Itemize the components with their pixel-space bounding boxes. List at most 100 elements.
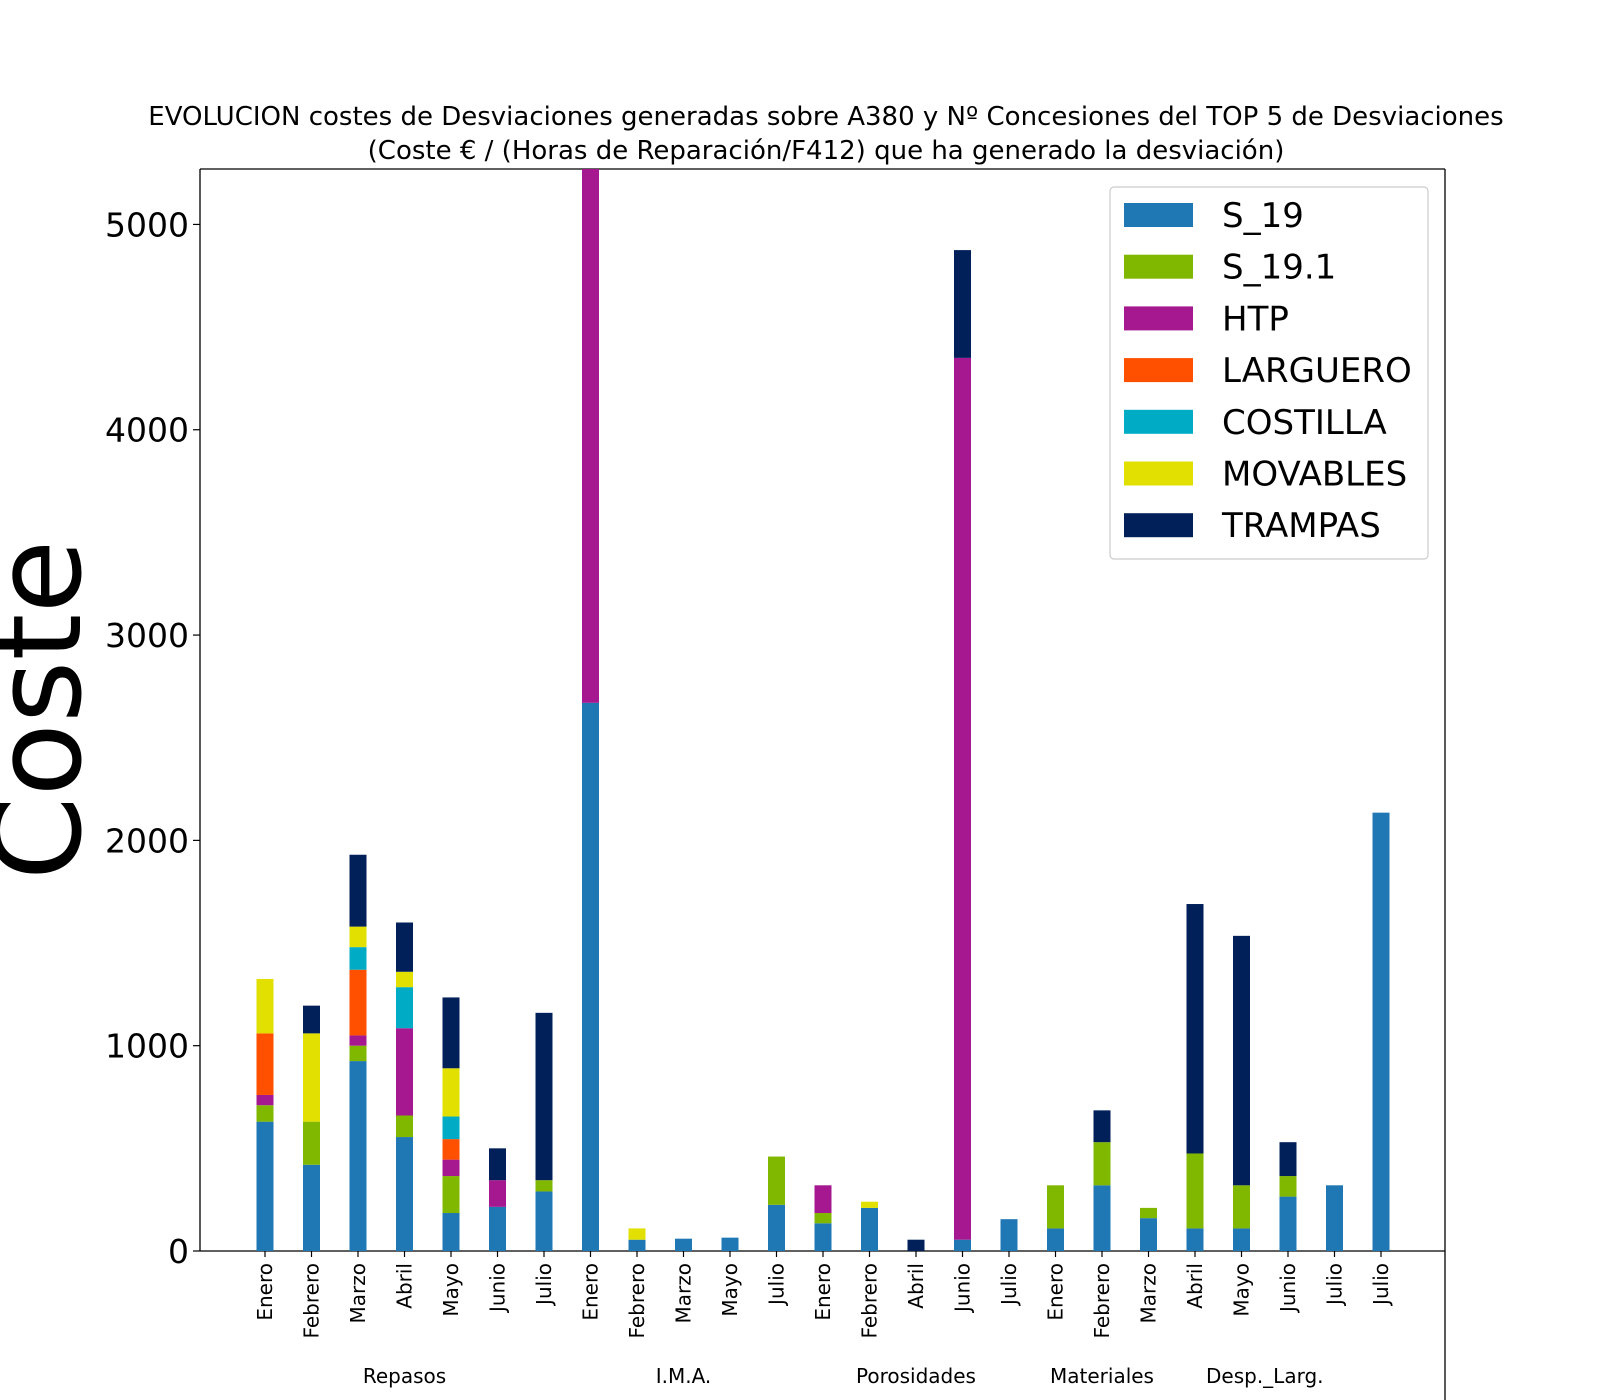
x-tick-label: Julio [532, 1263, 556, 1307]
series-larguero [256, 969, 460, 1160]
x-tick-label: Julio [997, 1263, 1021, 1307]
bar-segment [442, 1213, 460, 1251]
bar-segment [303, 1005, 320, 1034]
bar-segment [396, 971, 413, 988]
legend: S_19 S_19.1 HTP LARGUERO COSTILLA MOVABLES TRA… [1109, 186, 1429, 560]
group-label: I.M.A. [656, 1364, 712, 1388]
legend-swatch [1124, 513, 1193, 538]
series-trampas [303, 250, 1297, 1251]
x-tick-label: Mayo [439, 1263, 463, 1317]
x-tick-label: Julio [1323, 1263, 1347, 1307]
bar-segment [907, 1239, 925, 1251]
legend-swatch [1124, 254, 1193, 279]
series-s-19 [256, 702, 1390, 1251]
bar-segment [1047, 1228, 1064, 1251]
bar-segment [628, 1239, 646, 1251]
y-axis: 0 1000 2000 3000 4000 5000 [105, 205, 200, 1271]
bar-segment [535, 1191, 553, 1251]
x-tick-label: Febrero [858, 1263, 882, 1339]
x-tick-label: Febrero [625, 1263, 649, 1339]
bar-segment [1093, 1142, 1111, 1186]
y-axis-label: Coste [0, 540, 109, 881]
x-tick-label: Junio [486, 1263, 510, 1314]
legend-swatch [1124, 203, 1193, 227]
group-label: Desp._Larg. [1206, 1364, 1324, 1388]
bar-segment [954, 357, 971, 1240]
legend-label: COSTILLA [1222, 403, 1387, 443]
bar-segment [861, 1207, 878, 1251]
bar-segment [442, 1139, 460, 1160]
bar-segment [1093, 1110, 1111, 1143]
series-s-19-1 [256, 1045, 1297, 1229]
x-tick-label: Junio [951, 1263, 975, 1314]
y-tick-label: 4000 [105, 411, 189, 450]
bar-segment [535, 1180, 553, 1192]
bar-segment [861, 1201, 878, 1208]
x-tick-label: Enero [579, 1263, 603, 1321]
bar-segment [489, 1206, 506, 1251]
bar-segment [303, 1164, 320, 1251]
bar-segment [303, 1033, 320, 1122]
group-label: Materiales [1050, 1364, 1154, 1388]
x-tick-label: Febrero [300, 1263, 324, 1339]
bar-segment [1326, 1185, 1343, 1251]
bar-segment [535, 1012, 553, 1181]
series-costilla [349, 947, 460, 1140]
x-tick-label: Mayo [718, 1263, 742, 1317]
bar-segment [396, 1028, 413, 1116]
x-tick-label: Febrero [1090, 1263, 1114, 1339]
bar-segment [442, 1116, 460, 1140]
x-tick-label: Marzo [1137, 1263, 1161, 1323]
bar-segment [675, 1238, 692, 1251]
chart-title-line-2: (Coste € / (Horas de Reparación/F412) qu… [368, 136, 1285, 166]
legend-swatch [1124, 409, 1193, 434]
bar-segment [814, 1185, 832, 1214]
bar-segment [303, 1121, 320, 1165]
bar-segment [1233, 1185, 1250, 1229]
legend-label: S_19.1 [1222, 248, 1336, 288]
bar-segment [1186, 904, 1204, 1154]
bar-segment [396, 1137, 413, 1251]
legend-swatch [1124, 306, 1193, 331]
bar-segment [396, 1115, 413, 1138]
bar-segment [1279, 1196, 1297, 1251]
bar-segment [954, 250, 971, 358]
bar-segment [1233, 1228, 1250, 1251]
bar-segment [582, 702, 599, 1251]
y-tick-label: 5000 [105, 205, 189, 244]
group-label: Repasos [363, 1364, 446, 1388]
x-tick-label: Marzo [672, 1263, 696, 1323]
y-tick-label: 3000 [105, 616, 189, 655]
bar-segment [349, 1035, 367, 1046]
bar-segment [954, 1239, 971, 1251]
x-tick-label: Enero [253, 1263, 277, 1321]
bar-segment [349, 1061, 367, 1251]
legend-label: HTP [1222, 299, 1289, 339]
bar-segment [349, 854, 367, 927]
bar-segment [442, 1176, 460, 1214]
series-htp [256, 169, 971, 1240]
bar-segment [1372, 812, 1390, 1251]
bar-segment [489, 1180, 506, 1207]
y-tick-label: 1000 [105, 1027, 189, 1066]
bar-segment [1047, 1185, 1064, 1229]
x-tick-label: Abril [904, 1263, 928, 1309]
legend-label: MOVABLES [1222, 455, 1407, 495]
x-tick-label: Julio [765, 1263, 789, 1307]
x-tick-label: Abril [393, 1263, 417, 1309]
x-tick-label: Enero [811, 1263, 835, 1321]
bar-segment [1093, 1185, 1111, 1251]
group-label: Porosidades [856, 1364, 976, 1388]
bar-segment [256, 1033, 274, 1095]
x-tick-label: Enero [1044, 1263, 1068, 1321]
bar-segment [256, 1105, 274, 1122]
bar-segment [256, 1094, 274, 1106]
chart-title-line-1: EVOLUCION costes de Desviaciones generad… [148, 102, 1503, 132]
bar-segment [256, 1121, 274, 1251]
bar-segment [396, 922, 413, 972]
bar-segment [1279, 1142, 1297, 1177]
bar-segment [1233, 935, 1250, 1186]
legend-label: LARGUERO [1222, 351, 1412, 391]
bar-segment [442, 1068, 460, 1117]
